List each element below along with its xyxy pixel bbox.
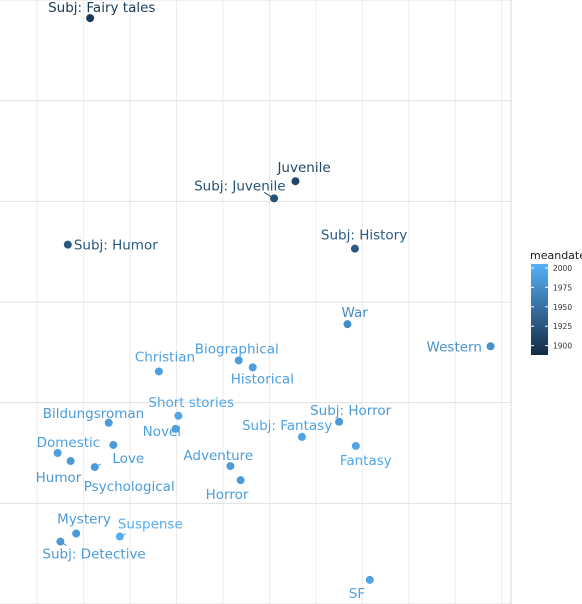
data-point-psychological: [90, 463, 99, 472]
point-label-historical: Historical: [231, 371, 294, 387]
legend-tick-label: 1900: [553, 342, 572, 351]
data-point-short-stories: [174, 411, 183, 420]
data-point-domestic: [53, 449, 62, 457]
point-label-war: War: [341, 305, 368, 321]
point-label-horror: Horror: [206, 487, 249, 503]
point-label-short-stories: Short stories: [148, 395, 234, 411]
point-label-adventure: Adventure: [183, 448, 253, 464]
plot-grid: [0, 0, 512, 604]
data-point-horror: [236, 476, 245, 485]
data-point-subj-history: [350, 244, 359, 253]
point-label-subj-humor: Subj: Humor: [74, 238, 158, 254]
legend-tick-label: 1925: [553, 322, 572, 331]
data-point-juvenile: [291, 177, 300, 186]
data-point-biographical: [234, 356, 243, 365]
data-point-subj-humor: [63, 240, 72, 249]
point-label-subj-horror: Subj: Horror: [310, 403, 392, 419]
legend-tick-label: 1975: [553, 283, 572, 292]
data-point-mystery: [72, 529, 81, 538]
point-label-fantasy: Fantasy: [340, 453, 392, 469]
color-legend: meandate 1900 1925 1950 1975 2000: [530, 249, 582, 355]
data-point-subj-detective: [56, 537, 65, 546]
data-point-subj-fantasy: [297, 432, 306, 441]
data-point-suspense: [115, 532, 124, 541]
point-label-biographical: Biographical: [195, 341, 279, 357]
point-label-bildungsroman: Bildungsroman: [43, 406, 145, 422]
point-label-christian: Christian: [135, 349, 195, 365]
point-label-domestic: Domestic: [37, 435, 101, 451]
legend-tick-label: 2000: [553, 264, 572, 273]
point-label-subj-juvenile: Subj: Juvenile: [194, 178, 285, 194]
data-point-western: [486, 342, 495, 351]
point-label-mystery: Mystery: [57, 512, 111, 528]
point-labels: Subj: Fairy tales Juvenile Subj: Juvenile S…: [36, 0, 482, 602]
data-point-fantasy: [351, 441, 360, 450]
point-label-humor: Humor: [36, 470, 82, 486]
data-point-sf: [365, 575, 374, 584]
point-label-subj-fantasy: Subj: Fantasy: [242, 418, 332, 434]
point-label-subj-detective: Subj: Detective: [42, 547, 145, 563]
data-point-novel: [171, 424, 180, 433]
point-label-psychological: Psychological: [84, 479, 175, 495]
point-label-novel: Novel: [143, 424, 181, 440]
legend-ticks: 1900 1925 1950 1975 2000: [531, 264, 572, 351]
data-point-bildungsroman: [104, 418, 113, 427]
data-point-historical: [248, 363, 257, 372]
data-point-love: [109, 440, 118, 449]
point-label-sf: SF: [349, 586, 365, 602]
legend-colorbar: [531, 264, 548, 355]
point-label-love: Love: [112, 451, 144, 467]
legend-tick-label: 1950: [553, 303, 572, 312]
data-point-subj-fairy-tales: [86, 14, 95, 23]
data-point-war: [343, 320, 352, 329]
data-point-christian: [154, 367, 163, 376]
data-point-subj-juvenile: [270, 194, 279, 203]
point-label-juvenile: Juvenile: [276, 160, 330, 176]
legend-title: meandate: [530, 249, 582, 262]
point-label-subj-fairy-tales: Subj: Fairy tales: [48, 0, 155, 16]
data-point-adventure: [226, 462, 235, 471]
point-label-suspense: Suspense: [118, 517, 183, 533]
point-label-western: Western: [427, 339, 482, 355]
data-points: [53, 14, 495, 584]
data-point-subj-horror: [335, 417, 344, 426]
point-label-subj-history: Subj: History: [321, 228, 407, 244]
data-point-humor: [66, 457, 75, 466]
